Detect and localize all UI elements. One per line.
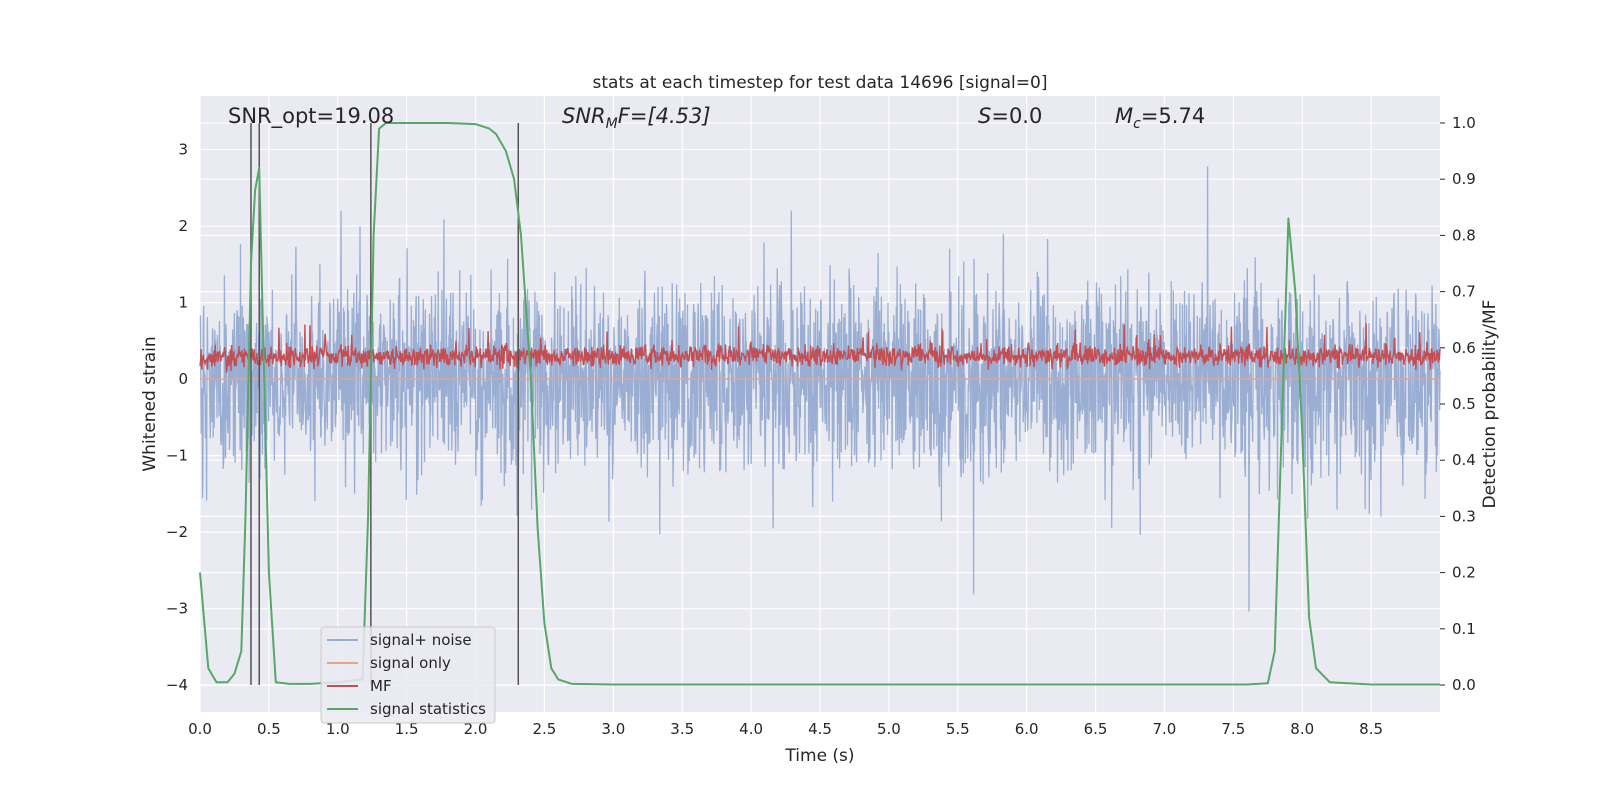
y-left-tick-label: −4	[166, 676, 188, 694]
y-left-tick-label: 1	[178, 294, 188, 312]
series-line-mf	[199, 323, 1441, 373]
x-tick-label: 8.5	[1359, 720, 1383, 738]
legend-box	[320, 626, 496, 724]
series-mf	[199, 323, 1441, 373]
x-tick-label: 4.5	[808, 720, 832, 738]
y-right-tick-label: 0.8	[1452, 226, 1476, 244]
y-right-tick-label: 1.0	[1452, 114, 1476, 132]
y-right-tick-label: 0.9	[1452, 170, 1476, 188]
x-tick-label: 6.0	[1015, 720, 1039, 738]
annotation-snr-mf-base: SNR	[562, 104, 606, 128]
annotation-s-rest: =0.0	[991, 104, 1042, 128]
y-axis-label-left: Whitened strain	[140, 336, 160, 471]
annotation-mc-rest: =5.74	[1141, 104, 1205, 128]
x-tick-label: 2.5	[533, 720, 557, 738]
y-right-tick-label: 0.1	[1452, 620, 1476, 638]
x-tick-label: 0.5	[257, 720, 281, 738]
x-tick-label: 6.5	[1084, 720, 1108, 738]
tick-labels: 0.0 0.5 1.0 1.5 2.0 2.5 3.0 3.5 4.0 4.5 5.0 5.5 6.0 6…	[166, 114, 1476, 738]
y-axis-label-right: Detection probability/MF	[1480, 300, 1500, 509]
legend-label-signal-statistics: signal statistics	[370, 700, 486, 718]
x-tick-label: 5.0	[877, 720, 901, 738]
y-left-tick-label: −1	[166, 447, 188, 465]
y-left-tick-label: 0	[178, 370, 188, 388]
y-left-tick-label: −2	[166, 523, 188, 541]
x-axis-label: Time (s)	[784, 746, 854, 766]
y-right-tick-label: 0.5	[1452, 395, 1476, 413]
annotation-snr-mf-sub: M	[606, 116, 618, 132]
annotation-snr-mf-rest: F=[4.53]	[618, 104, 711, 128]
x-tick-label: 7.0	[1153, 720, 1177, 738]
x-tick-label: 3.0	[601, 720, 625, 738]
series-signal-statistics	[199, 122, 1440, 686]
annotation-snr-mf: SNRMF=[4.53]	[562, 104, 711, 132]
x-tick-label: 7.5	[1221, 720, 1245, 738]
y-right-tick-label: 0.4	[1452, 451, 1476, 469]
y-left-tick-label: 3	[178, 141, 188, 159]
y-right-tick-label: 0.3	[1452, 507, 1476, 525]
x-tick-label: 8.0	[1290, 720, 1314, 738]
y-right-tick-label: 0.7	[1452, 283, 1476, 301]
annotation-s-var: S	[978, 104, 991, 128]
x-tick-label: 2.0	[464, 720, 488, 738]
y-right-tick-label: 0.2	[1452, 564, 1476, 582]
x-tick-label: 1.5	[395, 720, 419, 738]
x-tick-label: 1.0	[326, 720, 350, 738]
y-right-tick-label: 0.6	[1452, 339, 1476, 357]
annotation-s: S=0.0	[978, 104, 1042, 128]
y-left-tick-label: −3	[166, 600, 188, 618]
x-tick-label: 0.0	[188, 720, 212, 738]
annotation-mc-sub: c	[1133, 116, 1141, 132]
legend-label-signal-noise: signal+ noise	[370, 631, 472, 649]
legend-label-signal-only: signal only	[370, 654, 451, 672]
x-tick-label: 5.5	[946, 720, 970, 738]
y-right-tick-label: 0.0	[1452, 676, 1476, 694]
series-line-signal-statistics	[199, 122, 1440, 686]
x-tick-label: 3.5	[670, 720, 694, 738]
legend: signal+ noise signal only MF signal stat…	[320, 626, 496, 724]
annotation-mc-var: M	[1115, 104, 1133, 128]
legend-label-mf: MF	[370, 677, 392, 695]
annotation-mc: Mc=5.74	[1115, 104, 1205, 132]
chart-title: stats at each timestep for test data 146…	[593, 73, 1048, 93]
annotation-snr-opt: SNR_opt=19.08	[228, 104, 394, 129]
y-left-tick-label: 2	[178, 217, 188, 235]
x-tick-label: 4.0	[739, 720, 763, 738]
